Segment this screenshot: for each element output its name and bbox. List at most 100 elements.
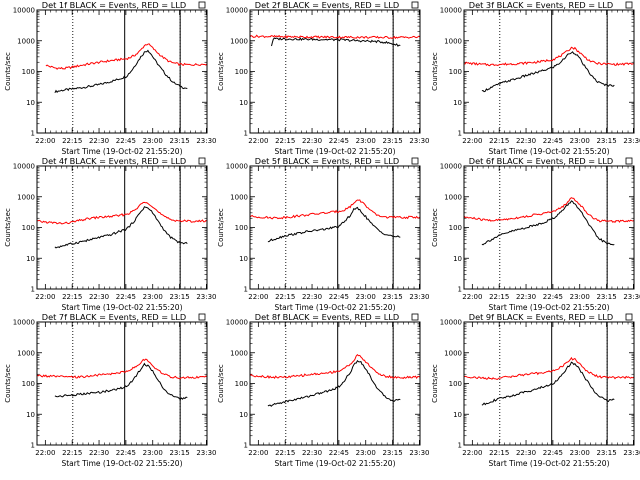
x-tick-label: 23:30 <box>623 293 640 301</box>
series-line-lld <box>463 46 635 67</box>
legend-box-icon <box>411 157 419 165</box>
y-tick-label: 1000 <box>230 349 248 357</box>
series-line-events <box>481 200 615 246</box>
series-line-events <box>54 362 188 401</box>
x-axis-label: Start Time (19-Oct-02 21:55:20) <box>488 459 609 468</box>
plot-frame <box>249 9 421 134</box>
y-tick-label: 1 <box>458 130 462 138</box>
y-tick-label: 10000 <box>440 7 462 15</box>
y-tick-label: 100 <box>22 380 35 388</box>
chart-title: Det 1f BLACK = Events, RED = LLD <box>42 0 186 10</box>
y-tick-label: 10 <box>239 99 248 107</box>
y-tick-label: 10000 <box>226 7 248 15</box>
y-tick-label: 100 <box>22 68 35 76</box>
chart-panel-5: Det 5f BLACK = Events, RED = LLD Counts/s… <box>217 156 430 312</box>
x-tick-label: 23:00 <box>570 449 590 457</box>
y-tick-label: 1000 <box>444 193 462 201</box>
x-tick-label: 22:15 <box>489 449 509 457</box>
x-tick-label: 22:15 <box>62 137 82 145</box>
chart-panel-6: Det 6f BLACK = Events, RED = LLD Counts/s… <box>431 156 640 312</box>
y-axis-label: Counts/sec <box>4 364 12 403</box>
y-tick-label: 1 <box>458 442 462 450</box>
y-tick-label: 1000 <box>17 37 35 45</box>
y-tick-label: 10000 <box>440 163 462 171</box>
y-tick-label: 10 <box>26 99 35 107</box>
legend-box-icon <box>411 1 419 9</box>
x-tick-label: 23:00 <box>356 137 376 145</box>
x-axis-label: Start Time (19-Oct-02 21:55:20) <box>274 459 395 468</box>
x-tick-label: 23:15 <box>382 449 402 457</box>
x-tick-label: 23:15 <box>169 137 189 145</box>
legend-box-icon <box>625 1 633 9</box>
x-tick-label: 22:00 <box>248 293 268 301</box>
x-tick-label: 23:30 <box>623 137 640 145</box>
chart-panel-8: Det 8f BLACK = Events, RED = LLD Counts/s… <box>217 312 430 468</box>
y-tick-label: 1000 <box>444 37 462 45</box>
y-axis-label: Counts/sec <box>4 208 12 247</box>
y-tick-label: 10000 <box>13 319 35 327</box>
x-tick-label: 23:00 <box>356 449 376 457</box>
plot-frame <box>36 321 208 446</box>
x-tick-label: 22:15 <box>62 293 82 301</box>
y-tick-label: 10000 <box>440 319 462 327</box>
x-tick-label: 23:15 <box>382 137 402 145</box>
x-tick-label: 22:15 <box>489 137 509 145</box>
y-axis-label: Counts/sec <box>4 52 12 91</box>
plot-frame <box>36 165 208 290</box>
x-tick-label: 23:15 <box>382 293 402 301</box>
x-axis-label: Start Time (19-Oct-02 21:55:20) <box>488 147 609 156</box>
y-axis-label: Counts/sec <box>431 364 439 403</box>
y-tick-label: 10 <box>453 411 462 419</box>
plot-frame <box>249 165 421 290</box>
plot-frame <box>463 9 635 134</box>
y-tick-label: 1000 <box>230 37 248 45</box>
y-tick-label: 10000 <box>13 7 35 15</box>
y-tick-label: 100 <box>235 224 248 232</box>
x-tick-label: 23:00 <box>143 293 163 301</box>
x-tick-label: 22:15 <box>489 293 509 301</box>
x-axis-label: Start Time (19-Oct-02 21:55:20) <box>274 303 395 312</box>
x-tick-label: 23:00 <box>143 449 163 457</box>
y-tick-label: 1 <box>458 286 462 294</box>
x-tick-label: 22:15 <box>62 449 82 457</box>
x-tick-label: 22:45 <box>116 293 136 301</box>
chart-title: Det 6f BLACK = Events, RED = LLD <box>469 156 613 166</box>
y-tick-label: 1000 <box>17 349 35 357</box>
chart-panel-4: Det 4f BLACK = Events, RED = LLD Counts/s… <box>4 156 217 312</box>
x-tick-label: 23:30 <box>196 137 216 145</box>
chart-title: Det 5f BLACK = Events, RED = LLD <box>255 156 399 166</box>
y-axis-label: Counts/sec <box>431 52 439 91</box>
x-tick-label: 22:30 <box>516 293 536 301</box>
y-tick-label: 10 <box>26 411 35 419</box>
x-tick-label: 22:30 <box>89 293 109 301</box>
y-tick-label: 1000 <box>444 349 462 357</box>
plot-frame <box>36 9 208 134</box>
y-axis-label: Counts/sec <box>217 52 225 91</box>
x-axis-label: Start Time (19-Oct-02 21:55:20) <box>274 147 395 156</box>
y-tick-label: 1 <box>31 442 35 450</box>
x-tick-label: 22:15 <box>275 293 295 301</box>
x-tick-label: 23:30 <box>409 449 429 457</box>
chart-title: Det 7f BLACK = Events, RED = LLD <box>42 312 186 322</box>
y-tick-label: 10000 <box>226 319 248 327</box>
chart-panel-9: Det 9f BLACK = Events, RED = LLD Counts/s… <box>431 312 640 468</box>
x-tick-label: 22:30 <box>302 449 322 457</box>
y-axis-label: Counts/sec <box>217 208 225 247</box>
x-tick-label: 23:00 <box>570 293 590 301</box>
y-tick-label: 10 <box>239 255 248 263</box>
x-tick-label: 22:30 <box>89 137 109 145</box>
x-tick-label: 23:00 <box>570 137 590 145</box>
x-axis-label: Start Time (19-Oct-02 21:55:20) <box>488 303 609 312</box>
series-line-lld <box>37 201 208 225</box>
x-tick-label: 23:30 <box>196 293 216 301</box>
chart-title: Det 9f BLACK = Events, RED = LLD <box>469 312 613 322</box>
x-tick-label: 22:00 <box>462 137 482 145</box>
series-line-lld <box>36 358 208 380</box>
x-tick-label: 22:30 <box>89 449 109 457</box>
plot-frame <box>463 321 635 446</box>
x-tick-label: 22:30 <box>516 137 536 145</box>
x-tick-label: 23:15 <box>596 449 616 457</box>
x-tick-label: 22:15 <box>275 137 295 145</box>
series-line-events <box>267 360 401 407</box>
x-tick-label: 22:00 <box>35 293 55 301</box>
